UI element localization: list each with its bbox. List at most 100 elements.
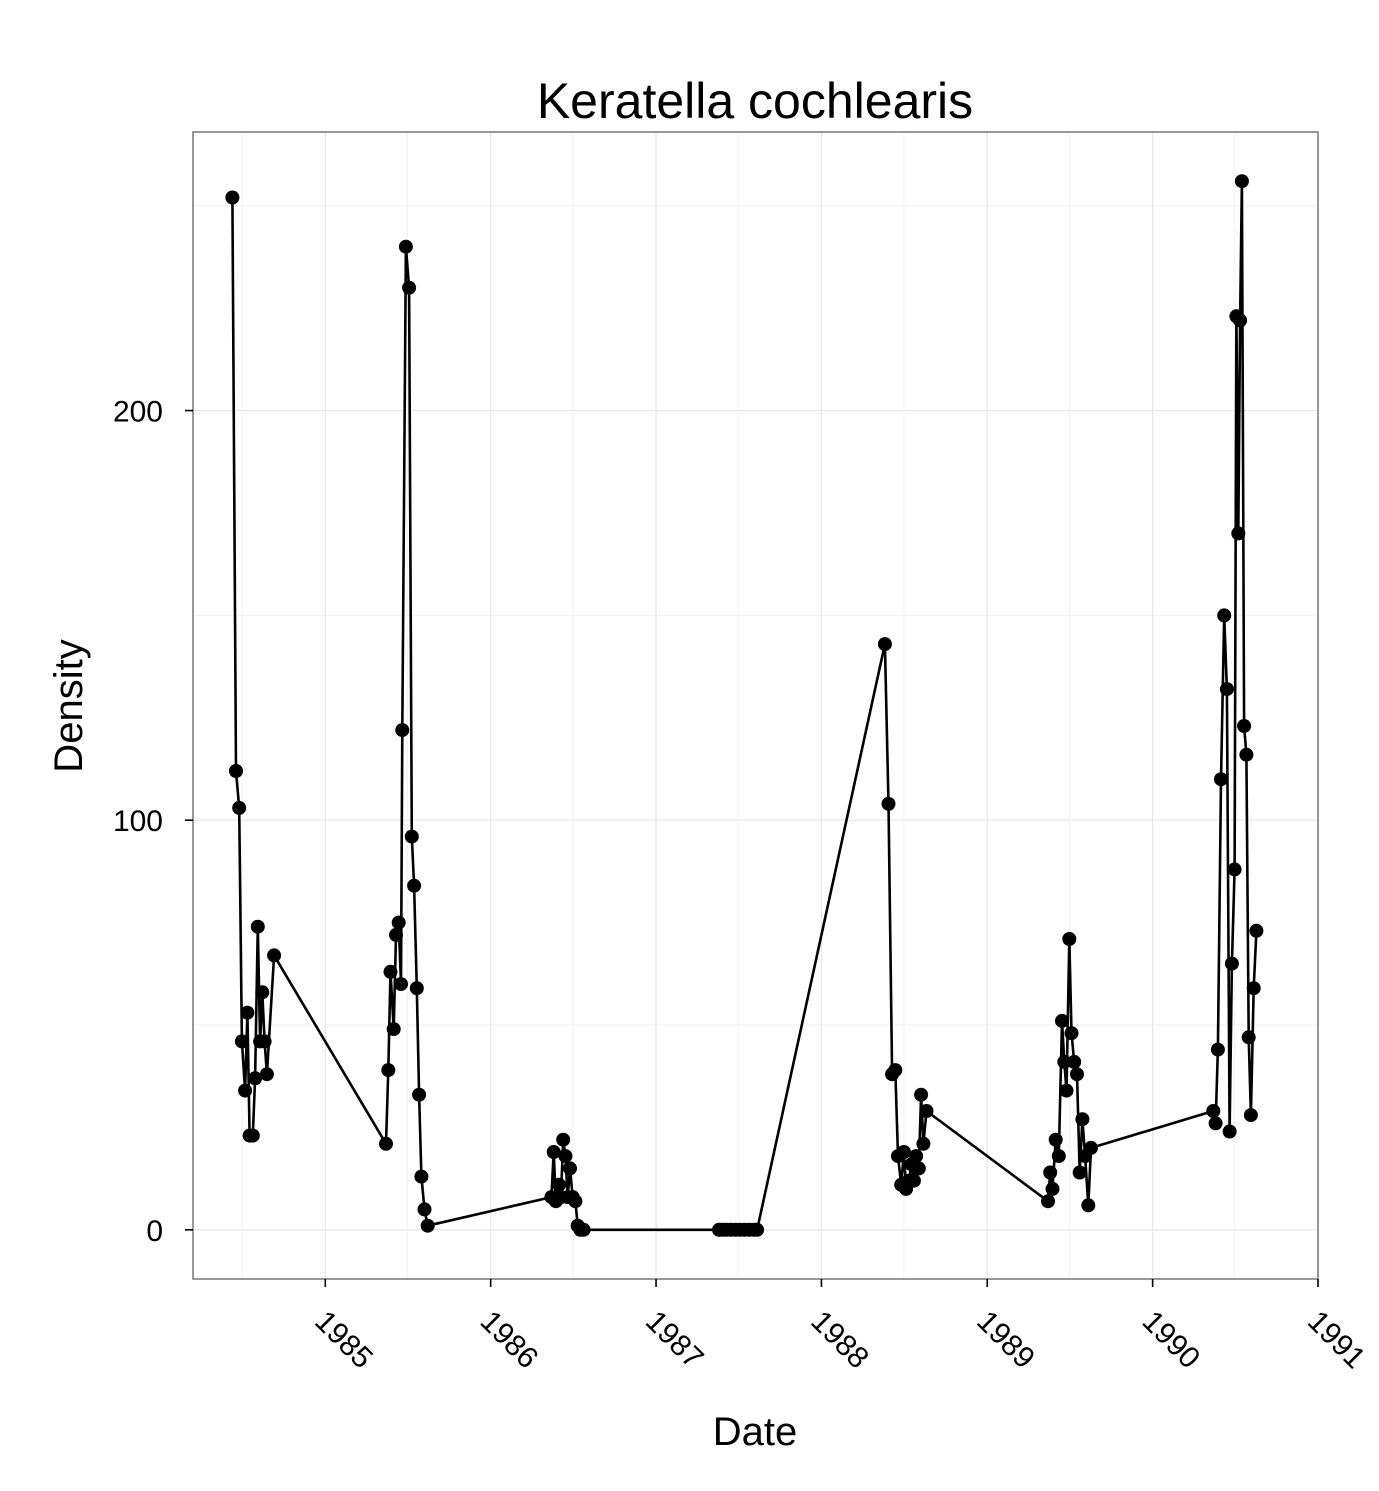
data-point [881,796,896,811]
data-point [558,1149,573,1164]
data-point [1072,1165,1087,1180]
x-axis-title: Date [713,1410,798,1454]
data-point [407,878,422,893]
data-point [259,1067,274,1082]
data-point [1234,174,1249,189]
data-point [404,829,419,844]
y-tick-label: 100 [113,805,163,838]
data-point [229,764,243,778]
y-tick-label: 200 [113,396,163,429]
x-tick-label: 1988 [804,1305,875,1376]
data-point [909,1149,924,1164]
data-point [1224,956,1239,971]
data-point [546,1145,561,1159]
panel-border [192,131,1319,1280]
data-point [1231,526,1246,541]
x-tick-label: 1986 [474,1305,545,1376]
data-point [906,1173,921,1188]
data-point [234,1034,249,1049]
data-point [412,1087,427,1102]
data-point [556,1132,571,1147]
data-point [267,948,282,963]
data-point [1214,772,1228,787]
data-point [1246,981,1261,996]
data-point [1070,1067,1084,1082]
data-point [389,927,403,942]
data-point [1210,1042,1225,1057]
data-point [1241,1030,1256,1045]
data-point [1064,1026,1079,1041]
data-point [250,919,265,934]
data-point [914,1087,929,1102]
data-point [576,1222,591,1237]
data-point [1222,1124,1237,1139]
data-point [1219,682,1234,697]
data-point [1057,1054,1072,1069]
data-point [248,1071,263,1086]
data-point [379,1136,393,1151]
x-tick-label: 1989 [970,1305,1041,1376]
data-point [1084,1140,1098,1155]
data-point [255,985,270,1000]
data-point [750,1222,765,1237]
data-point [1067,1054,1082,1069]
data-point [398,239,413,254]
data-point [386,1022,401,1037]
y-tick-label: 0 [146,1215,163,1248]
data-point [1045,1181,1060,1196]
data-point [1206,1104,1221,1118]
data-point [414,1169,429,1184]
data-point [1081,1198,1096,1213]
data-point [1243,1108,1258,1123]
data-point [1233,313,1248,328]
data-point [877,637,892,652]
data-point [1237,719,1252,733]
data-point [1048,1132,1063,1147]
y-axis-title: Density [47,639,91,772]
data-point [238,1083,253,1098]
data-point [417,1202,432,1217]
data-point [1062,932,1077,946]
x-tick-label: 1985 [308,1305,379,1376]
data-point [1217,608,1232,623]
data-point [1059,1083,1074,1098]
data-point [1249,923,1264,938]
data-point [1043,1165,1058,1180]
data-point [1208,1116,1223,1131]
data-point [232,800,247,815]
data-point [1239,747,1254,762]
data-point [395,723,410,738]
y-axis-ticks: 0 100 200 [113,396,193,1248]
x-tick-label: 1991 [1301,1305,1372,1376]
x-tick-label: 1990 [1136,1305,1207,1376]
data-point [245,1128,260,1143]
data-point [1055,1013,1069,1028]
plot-frame [192,131,1319,1280]
data-point [888,1063,903,1078]
data-point [916,1136,931,1151]
data-point [381,1063,396,1078]
x-tick-label: 1987 [639,1305,710,1376]
data-point [1227,862,1242,877]
data-point [1051,1149,1066,1164]
data-point [391,915,406,930]
data-point [257,1034,272,1049]
data-point [563,1161,577,1176]
plot-panel [193,132,1318,1279]
data-points [225,174,1264,1237]
data-point [420,1218,435,1233]
data-point [240,1005,255,1020]
data-point [409,981,424,996]
data-point [394,977,408,992]
data-point [568,1194,583,1209]
x-axis-ticks: 1985 1986 1987 1988 1989 1990 1991 [308,1279,1372,1376]
data-point [919,1104,934,1118]
data-point [552,1177,567,1192]
plot-background [193,132,1318,1279]
data-point [225,190,240,205]
data-point [896,1145,911,1159]
data-point [402,280,417,295]
data-point [911,1161,926,1176]
data-point [383,964,398,979]
